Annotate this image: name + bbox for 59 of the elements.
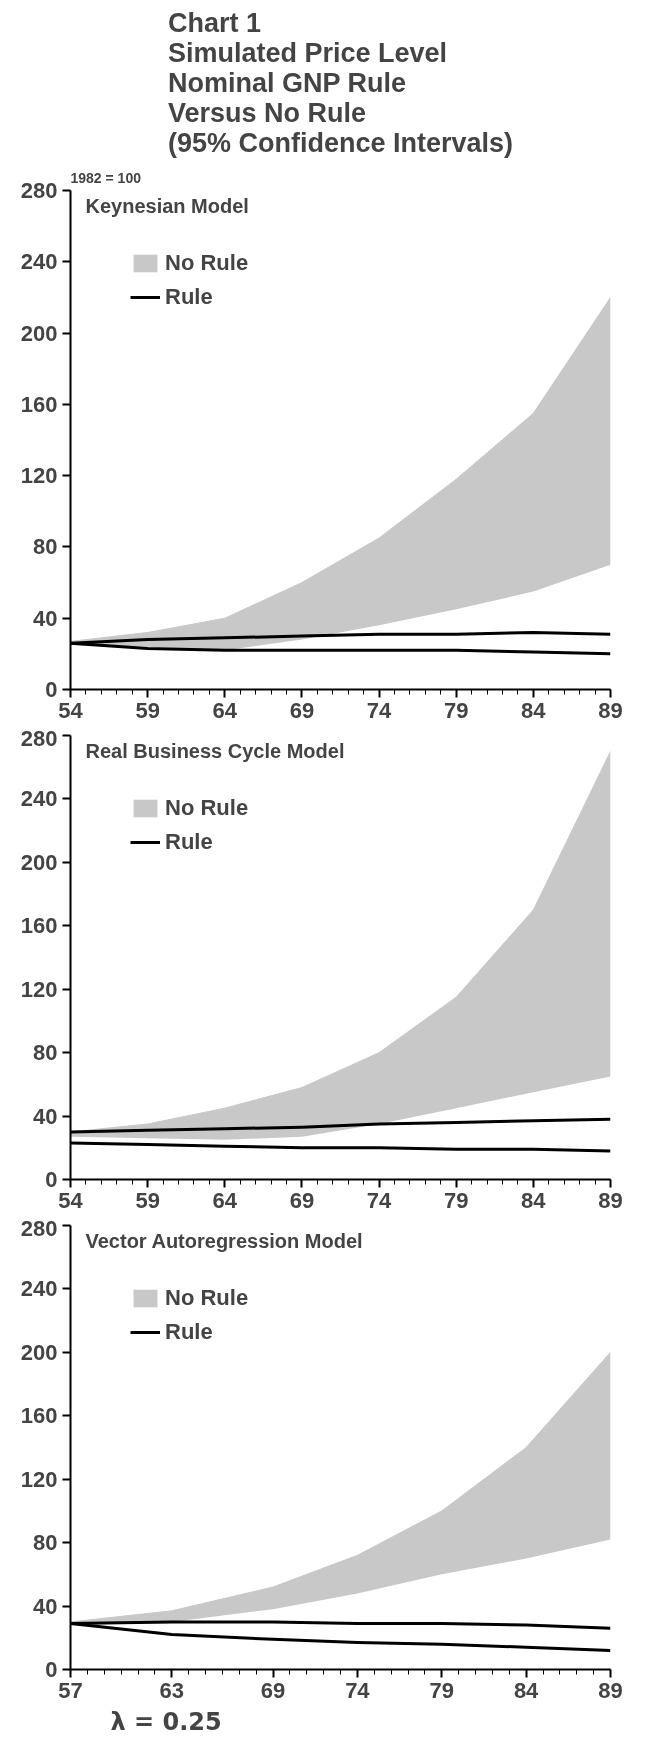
y-tick-label: 280 xyxy=(20,1215,58,1241)
y-tick-label: 120 xyxy=(20,976,58,1002)
x-tick-label: 63 xyxy=(159,1677,184,1703)
x-tick-label: 54 xyxy=(58,697,84,723)
x-tick-label: 59 xyxy=(135,697,160,723)
y-tick-label: 160 xyxy=(20,1403,58,1429)
text: λ = 0.25 xyxy=(110,1707,222,1736)
legend-label: No Rule xyxy=(165,795,249,821)
x-tick-label: 59 xyxy=(135,1187,160,1213)
text: 1982 = 100 xyxy=(70,169,142,186)
x-tick-label: 74 xyxy=(366,1187,393,1213)
x-tick-label: 69 xyxy=(289,697,315,723)
legend-label: Rule xyxy=(165,1319,213,1345)
y-tick-label: 200 xyxy=(20,849,58,875)
x-tick-label: 84 xyxy=(513,1677,540,1703)
x-tick-label: 74 xyxy=(366,697,393,723)
y-tick-label: 40 xyxy=(33,605,58,631)
x-tick-label: 74 xyxy=(345,1677,371,1703)
chart-subtitle: Vector Autoregression Model xyxy=(85,1229,363,1252)
chart-subtitle: Keynesian Model xyxy=(85,194,249,217)
x-tick-label: 89 xyxy=(598,1677,623,1703)
y-tick-label: 0 xyxy=(45,677,58,702)
y-tick-label: 160 xyxy=(20,913,58,939)
legend-label: Rule xyxy=(165,829,213,855)
x-tick-label: 84 xyxy=(521,697,547,723)
x-tick-label: 79 xyxy=(443,697,469,723)
x-tick-label: 69 xyxy=(289,1187,315,1213)
y-tick-label: 120 xyxy=(20,463,58,489)
y-tick-label: 80 xyxy=(33,534,58,560)
legend-label: No Rule xyxy=(165,1285,249,1311)
y-tick-label: 200 xyxy=(20,320,58,346)
x-tick-label: 54 xyxy=(58,1187,84,1213)
y-tick-label: 80 xyxy=(33,1530,58,1556)
y-tick-label: 240 xyxy=(20,786,58,812)
y-tick-label: 240 xyxy=(20,1276,58,1302)
y-tick-label: 200 xyxy=(20,1339,58,1365)
y-tick-label: 280 xyxy=(20,178,58,203)
x-tick-label: 79 xyxy=(429,1677,454,1703)
y-tick-label: 0 xyxy=(45,1657,58,1682)
y-tick-label: 240 xyxy=(20,249,58,275)
chart-subtitle: Real Business Cycle Model xyxy=(85,739,345,762)
x-tick-label: 64 xyxy=(212,697,238,723)
x-tick-label: 79 xyxy=(443,1187,469,1213)
y-tick-label: 80 xyxy=(33,1040,58,1066)
x-tick-label: 89 xyxy=(598,697,623,723)
y-tick-label: 120 xyxy=(20,1466,58,1492)
legend-label: No Rule xyxy=(165,250,249,276)
legend-label: Rule xyxy=(165,284,213,310)
y-tick-label: 40 xyxy=(33,1103,58,1129)
y-tick-label: 280 xyxy=(20,725,58,751)
y-tick-label: 40 xyxy=(33,1593,58,1619)
x-tick-label: 84 xyxy=(521,1187,547,1213)
x-tick-label: 64 xyxy=(212,1187,238,1213)
y-tick-label: 0 xyxy=(45,1167,58,1192)
y-tick-label: 160 xyxy=(20,391,58,417)
x-tick-label: 89 xyxy=(598,1187,623,1213)
x-tick-label: 69 xyxy=(260,1677,286,1703)
chart-title: Chart 1 Simulated Price Level Nominal GNP Rule Versus No Rule (95% Confidence Intervals) xyxy=(167,7,514,158)
x-tick-label: 57 xyxy=(58,1677,83,1703)
